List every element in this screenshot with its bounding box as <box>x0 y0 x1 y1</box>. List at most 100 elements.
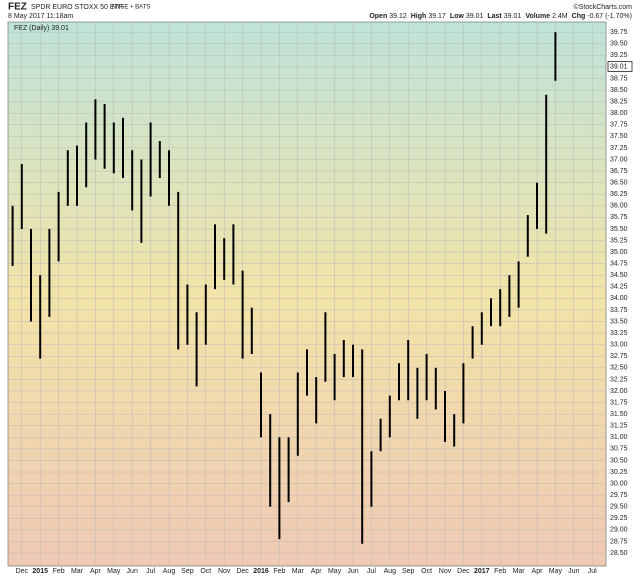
y-tick-label: 35.25 <box>610 237 628 244</box>
y-tick-label: 33.00 <box>610 342 628 349</box>
stat-label: Last <box>487 13 502 20</box>
x-tick-label: May <box>549 568 563 575</box>
x-tick-label: Apr <box>90 568 102 575</box>
y-tick-label: 37.00 <box>610 156 628 163</box>
stat-label: Low <box>450 13 465 20</box>
legend: FEZ (Daily) 39.01 <box>14 25 69 32</box>
y-tick-label: 35.50 <box>610 226 628 233</box>
x-tick-label: Nov <box>218 568 231 575</box>
stat-label: Chg <box>572 13 586 20</box>
x-tick-label: Oct <box>421 568 432 575</box>
x-tick-label: Mar <box>513 568 526 575</box>
y-tick-label: 30.50 <box>610 457 628 464</box>
y-tick-label: 37.25 <box>610 145 628 152</box>
x-tick-label: Jul <box>588 568 597 575</box>
y-tick-label: 30.00 <box>610 480 628 487</box>
exchange: NYSE + BATS <box>112 5 150 11</box>
last-value-label: 39.01 <box>610 63 628 70</box>
x-tick-label: Aug <box>384 568 397 575</box>
y-tick-label: 36.00 <box>610 203 628 210</box>
y-tick-label: 39.25 <box>610 52 628 59</box>
y-tick-label: 38.50 <box>610 87 628 94</box>
x-tick-label: Jun <box>568 568 579 575</box>
y-tick-label: 32.75 <box>610 353 628 360</box>
stat-value: 39.12 <box>389 13 407 20</box>
x-tick-label: Oct <box>200 568 211 575</box>
y-tick-label: 35.75 <box>610 214 628 221</box>
x-tick-label: Apr <box>532 568 544 575</box>
x-tick-label: Dec <box>16 568 29 575</box>
x-tick-label: Jun <box>127 568 138 575</box>
x-tick-label: Mar <box>292 568 305 575</box>
x-tick-label: 2015 <box>32 568 48 575</box>
stat-value: 39.01 <box>504 13 522 20</box>
x-tick-label: Sep <box>402 568 415 575</box>
y-tick-label: 30.75 <box>610 446 628 453</box>
y-tick-label: 32.25 <box>610 376 628 383</box>
y-tick-label: 29.75 <box>610 492 628 499</box>
x-tick-label: Dec <box>236 568 249 575</box>
x-tick-label: May <box>328 568 342 575</box>
y-tick-label: 34.00 <box>610 295 628 302</box>
y-tick-label: 34.75 <box>610 261 628 268</box>
y-tick-label: 35.00 <box>610 249 628 256</box>
y-tick-label: 31.50 <box>610 411 628 418</box>
stats: Open 39.12 High 39.17 Low 39.01 Last 39.01 Volum… <box>369 13 632 20</box>
y-tick-label: 33.75 <box>610 307 628 314</box>
x-tick-label: Jul <box>146 568 155 575</box>
x-tick-label: Jul <box>367 568 376 575</box>
y-tick-label: 28.50 <box>610 550 628 557</box>
last-value-box <box>607 61 633 72</box>
y-tick-label: 37.75 <box>610 122 628 129</box>
stat-label: Volume <box>525 13 550 20</box>
y-tick-label: 29.25 <box>610 515 628 522</box>
y-tick-label: 34.50 <box>610 272 628 279</box>
y-tick-label: 29.50 <box>610 504 628 511</box>
x-tick-label: Nov <box>439 568 452 575</box>
y-tick-label: 39.75 <box>610 29 628 36</box>
y-tick-label: 31.25 <box>610 423 628 430</box>
y-tick-label: 32.50 <box>610 365 628 372</box>
y-tick-label: 36.25 <box>610 191 628 198</box>
stat-value: 2.4M <box>552 13 568 20</box>
subtitle: SPDR EURO STOXX 50 ETF <box>31 4 123 11</box>
y-tick-label: 33.50 <box>610 318 628 325</box>
x-tick-label: Feb <box>53 568 65 575</box>
x-tick-label: Apr <box>311 568 323 575</box>
x-tick-label: Mar <box>71 568 84 575</box>
stat-value: -0.67 (-1.70%) <box>587 13 632 20</box>
y-tick-label: 29.00 <box>610 527 628 534</box>
date: 8 May 2017 11:18am <box>8 13 73 20</box>
y-tick-label: 37.50 <box>610 133 628 140</box>
x-tick-label: Jun <box>347 568 358 575</box>
x-tick-label: Feb <box>494 568 506 575</box>
y-tick-label: 38.25 <box>610 98 628 105</box>
source: ©StockCharts.com <box>574 3 633 11</box>
stat-value: 39.17 <box>428 13 446 20</box>
y-tick-label: 38.00 <box>610 110 628 117</box>
y-tick-label: 30.25 <box>610 469 628 476</box>
y-tick-label: 34.25 <box>610 284 628 291</box>
y-tick-label: 32.00 <box>610 388 628 395</box>
x-tick-label: Sep <box>181 568 194 575</box>
x-tick-label: Aug <box>163 568 176 575</box>
stat-value: 39.01 <box>466 13 484 20</box>
x-tick-label: Feb <box>273 568 285 575</box>
y-tick-label: 28.75 <box>610 538 628 545</box>
y-tick-label: 33.25 <box>610 330 628 337</box>
x-tick-label: 2016 <box>253 568 269 575</box>
y-tick-label: 36.75 <box>610 168 628 175</box>
y-tick-label: 38.75 <box>610 75 628 82</box>
y-tick-label: 31.75 <box>610 399 628 406</box>
stat-label: Open <box>369 13 387 20</box>
x-tick-label: 2017 <box>474 568 490 575</box>
stat-label: High <box>411 13 427 20</box>
y-tick-label: 36.50 <box>610 179 628 186</box>
y-tick-label: 39.50 <box>610 41 628 48</box>
y-tick-label: 31.00 <box>610 434 628 441</box>
plot-area <box>7 21 607 567</box>
x-tick-label: May <box>107 568 121 575</box>
symbol: FEZ <box>8 2 27 13</box>
x-tick-label: Dec <box>457 568 470 575</box>
